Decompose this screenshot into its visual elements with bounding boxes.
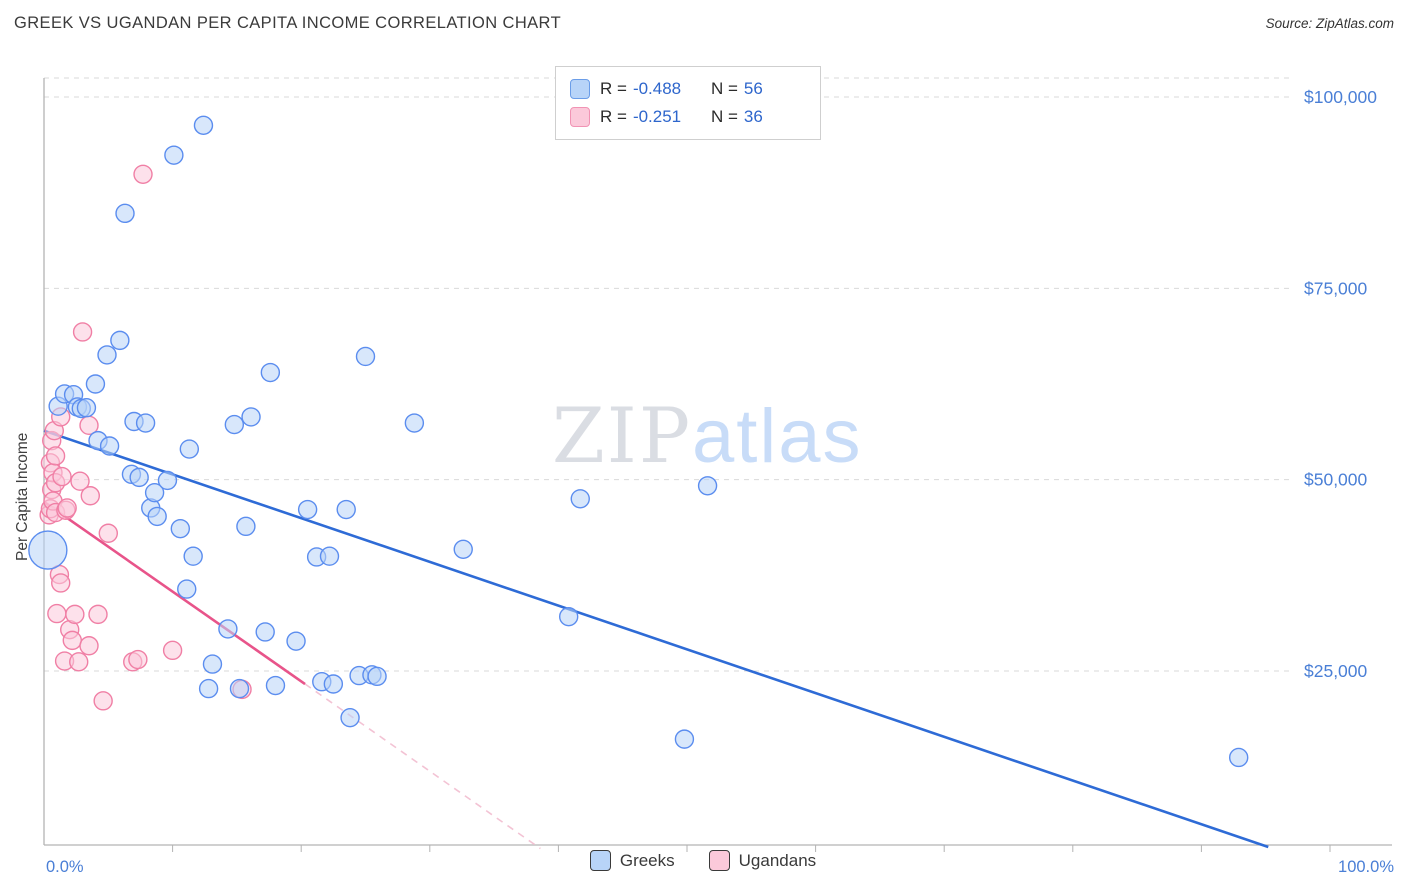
data-point-ugandans (79, 636, 99, 656)
data-point-greeks (323, 674, 344, 694)
data-point-ugandans (93, 691, 113, 711)
r-label: R = (600, 107, 627, 126)
n-label: N = (710, 107, 738, 126)
data-point-ugandans (52, 466, 72, 487)
data-point-greeks (286, 631, 306, 651)
data-point-ugandans (51, 573, 71, 593)
source-attribution: Source: ZipAtlas.com (1266, 16, 1394, 31)
y-axis-tick-label: $25,000 (1304, 661, 1368, 681)
greeks-swatch-icon (570, 79, 590, 99)
data-point-greeks (453, 539, 473, 560)
data-point-greeks (129, 467, 149, 488)
data-point-greeks (97, 345, 117, 365)
data-point-greeks (224, 414, 245, 435)
data-point-greeks (115, 203, 135, 224)
data-point-greeks (319, 546, 340, 566)
data-point-greeks (144, 482, 165, 503)
data-point-greeks (85, 374, 106, 394)
data-point-greeks (336, 499, 356, 520)
data-point-greeks (177, 579, 197, 599)
data-point-greeks (183, 546, 203, 566)
legend-item-greeks: Greeks (589, 850, 675, 871)
data-point-ugandans (133, 164, 153, 184)
legend-label-ugandans: Ugandans (738, 850, 817, 870)
r-value-greeks: -0.488 (632, 79, 682, 98)
data-point-ugandans (62, 630, 82, 651)
page-title: GREEK VS UGANDAN PER CAPITA INCOME CORRE… (14, 14, 562, 32)
data-point-ugandans (128, 649, 148, 670)
data-point-greeks (198, 678, 219, 699)
data-point-greeks (355, 346, 376, 367)
data-point-greeks (697, 476, 718, 496)
y-axis-tick-label: $50,000 (1304, 470, 1368, 490)
data-point-greeks (135, 413, 156, 433)
data-point-greeks (193, 115, 214, 136)
n-value-ugandans: 36 (743, 107, 763, 126)
ugandans-swatch-icon (570, 107, 590, 127)
data-point-greeks (164, 145, 184, 165)
data-point-ugandans (69, 652, 89, 672)
trend-line-greeks (43, 429, 1269, 849)
data-point-greeks (99, 436, 120, 456)
data-point-ugandans (45, 446, 66, 466)
data-point-ugandans (70, 471, 90, 491)
r-value-ugandans: -0.251 (632, 107, 682, 126)
legend-row-ugandans: R = -0.251 N = 36 (570, 103, 808, 131)
x-axis-max-label: 100.0% (1338, 858, 1394, 876)
data-point-ugandans (88, 604, 108, 625)
data-point-ugandans (80, 486, 100, 506)
trend-line-ugandans (43, 500, 306, 686)
data-point-greeks (265, 675, 286, 696)
source-prefix: Source: (1265, 16, 1313, 31)
data-point-greeks (340, 707, 360, 728)
r-label: R = (600, 79, 627, 98)
data-point-ugandans (98, 523, 119, 543)
data-point-greeks (297, 499, 318, 520)
data-point-greeks (367, 666, 387, 687)
data-point-greeks (404, 413, 425, 433)
data-point-greeks (147, 506, 167, 527)
ugandans-swatch-icon (708, 850, 730, 871)
series-legend: Greeks Ugandans (0, 850, 1406, 871)
data-point-greeks (110, 330, 130, 351)
data-point-greeks (236, 516, 256, 537)
legend-item-ugandans: Ugandans (708, 850, 817, 871)
legend-label-greeks: Greeks (619, 850, 675, 870)
n-label: N = (710, 79, 738, 98)
data-point-greeks (241, 407, 261, 427)
data-point-greeks (157, 470, 178, 491)
y-axis-tick-label: $100,000 (1304, 87, 1377, 107)
data-point-greeks (179, 439, 200, 459)
data-point-greeks (570, 489, 590, 509)
legend-row-greeks: R = -0.488 N = 56 (570, 75, 808, 103)
data-point-ugandans (47, 603, 67, 624)
data-point-greeks (28, 530, 68, 570)
trend-line-ugandans (304, 683, 541, 850)
data-point-ugandans (57, 498, 77, 518)
data-point-greeks (76, 398, 97, 418)
data-point-greeks (674, 729, 695, 749)
data-point-greeks (1228, 747, 1249, 768)
data-point-greeks (218, 619, 238, 639)
x-axis-min-label: 0.0% (46, 858, 84, 876)
data-point-greeks (255, 622, 275, 642)
source-name: ZipAtlas.com (1315, 16, 1394, 31)
y-axis-tick-label: $75,000 (1304, 278, 1368, 298)
greeks-swatch-icon (589, 850, 611, 871)
data-point-greeks (202, 654, 223, 674)
data-point-greeks (229, 678, 250, 699)
correlation-legend-box: R = -0.488 N = 56 R = -0.251 N = 36 (555, 66, 821, 140)
data-point-greeks (558, 606, 579, 627)
data-point-ugandans (162, 640, 183, 661)
data-point-greeks (170, 518, 191, 539)
data-point-greeks (260, 362, 281, 383)
data-point-ugandans (65, 604, 85, 625)
n-value-greeks: 56 (743, 79, 763, 98)
data-point-ugandans (72, 322, 93, 342)
